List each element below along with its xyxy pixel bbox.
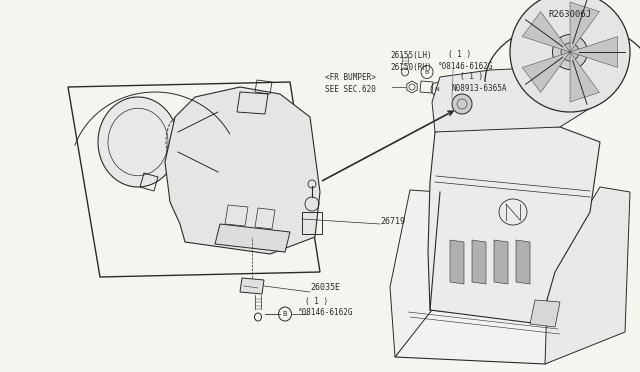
Text: R263006J: R263006J	[548, 10, 591, 19]
Polygon shape	[195, 217, 285, 252]
Text: ( 1 ): ( 1 )	[448, 50, 471, 59]
Polygon shape	[240, 278, 264, 294]
Text: 26719: 26719	[380, 217, 405, 226]
Polygon shape	[390, 190, 440, 357]
Polygon shape	[522, 52, 570, 93]
Text: N08913-6365A: N08913-6365A	[452, 84, 508, 93]
Text: ( 1 ): ( 1 )	[460, 72, 483, 81]
Polygon shape	[428, 122, 600, 324]
Ellipse shape	[98, 97, 178, 187]
Text: B: B	[283, 311, 287, 317]
Polygon shape	[570, 52, 600, 102]
Polygon shape	[195, 137, 280, 227]
Text: B: B	[425, 70, 429, 74]
Text: N: N	[435, 87, 440, 92]
Text: °08146-6162G: °08146-6162G	[438, 62, 493, 71]
Text: SEE SEC.620: SEE SEC.620	[325, 85, 376, 94]
Text: °08146-6162G: °08146-6162G	[298, 308, 353, 317]
Text: 26035E: 26035E	[310, 283, 340, 292]
Polygon shape	[570, 36, 618, 67]
Polygon shape	[395, 310, 620, 364]
Polygon shape	[215, 224, 290, 252]
Polygon shape	[570, 2, 600, 52]
Polygon shape	[450, 240, 464, 284]
Polygon shape	[165, 87, 320, 254]
Polygon shape	[522, 12, 570, 52]
Polygon shape	[545, 187, 630, 364]
Text: <FR BUMPER>: <FR BUMPER>	[325, 73, 376, 82]
Text: 26150(RH): 26150(RH)	[390, 63, 431, 72]
Polygon shape	[494, 240, 508, 284]
Polygon shape	[516, 240, 530, 284]
Text: 26155(LH): 26155(LH)	[390, 51, 431, 60]
Text: ( 1 ): ( 1 )	[305, 297, 328, 306]
Ellipse shape	[552, 35, 588, 70]
Ellipse shape	[510, 0, 630, 112]
Ellipse shape	[452, 94, 472, 114]
Polygon shape	[432, 67, 605, 132]
Polygon shape	[530, 300, 560, 327]
Ellipse shape	[561, 43, 579, 61]
Polygon shape	[472, 240, 486, 284]
